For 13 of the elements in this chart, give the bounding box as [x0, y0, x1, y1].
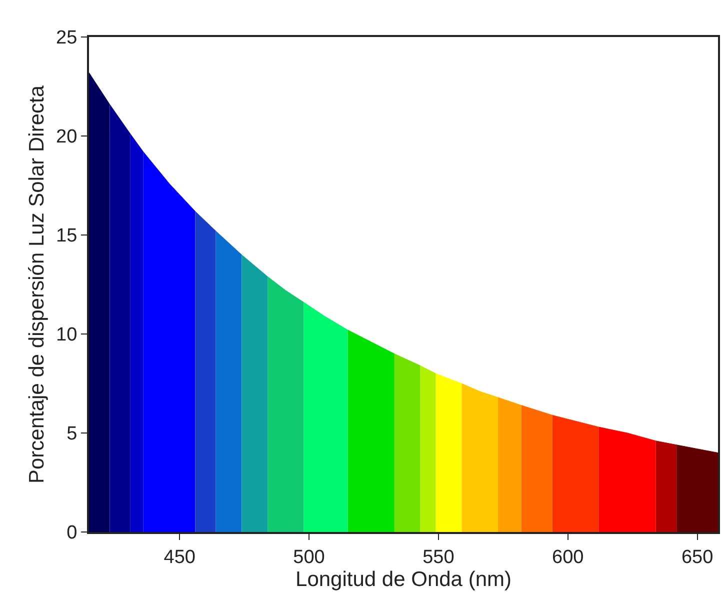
x-tick-label: 500: [293, 546, 325, 568]
x-tick-label: 650: [681, 546, 714, 568]
y-tick-label: 5: [66, 424, 78, 445]
x-tick-label: 600: [552, 546, 584, 568]
y-tick-label: 15: [56, 226, 78, 247]
x-tick-label: 550: [422, 546, 454, 568]
y-tick-label: 25: [56, 28, 78, 49]
x-tick-label: 450: [164, 546, 196, 568]
y-tick-label: 10: [56, 324, 78, 346]
y-tick-label: 20: [56, 126, 78, 148]
x-axis-title: Longitud de Onda (nm): [296, 568, 512, 591]
y-axis-title: Porcentaje de dispersión Luz Solar Directa: [26, 85, 49, 484]
y-tick-label: 0: [66, 522, 78, 544]
